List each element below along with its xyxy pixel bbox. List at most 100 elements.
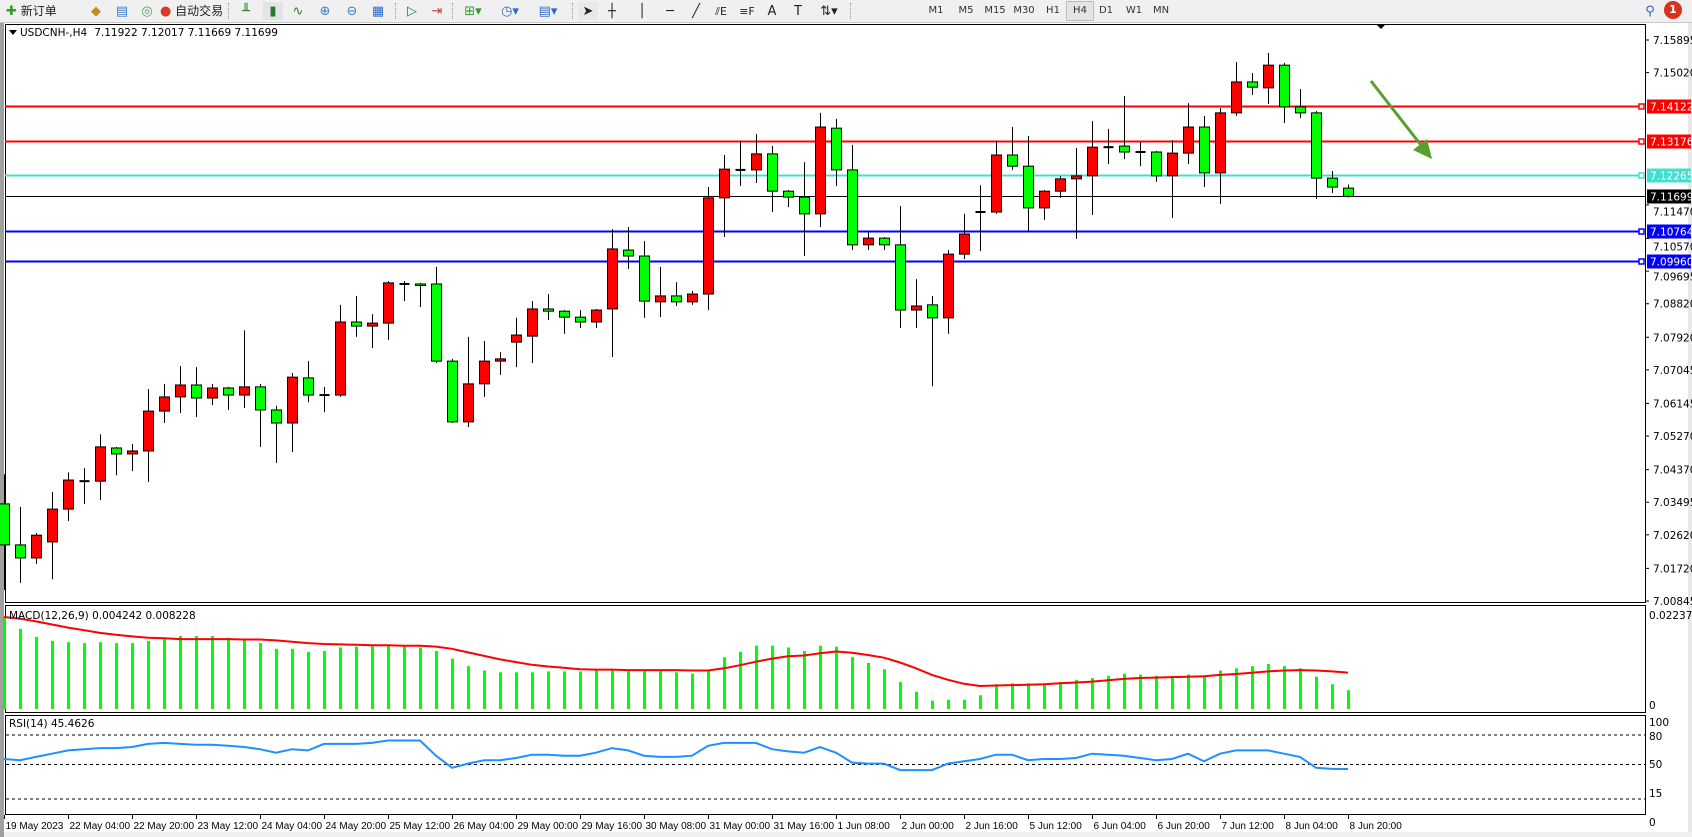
candle[interactable]	[1071, 147, 1082, 239]
candle[interactable]	[575, 310, 586, 328]
candle[interactable]	[63, 472, 74, 522]
candle[interactable]	[303, 361, 314, 403]
candle[interactable]	[463, 336, 474, 428]
text-label-tool[interactable]: T	[788, 2, 808, 20]
trendline-tool[interactable]: ╱	[686, 2, 706, 20]
candle[interactable]	[879, 237, 890, 251]
zoom-in-button[interactable]: ⊕	[315, 2, 335, 20]
level-handle-icon[interactable]	[1638, 258, 1645, 265]
candle[interactable]	[255, 383, 266, 447]
tile-windows-button[interactable]: ▦	[368, 2, 388, 20]
chart-shift-marker[interactable]	[1376, 24, 1386, 29]
candle[interactable]	[399, 280, 410, 302]
candle[interactable]	[511, 317, 522, 368]
timeframe-m15[interactable]: M15	[984, 5, 1006, 16]
candle[interactable]	[415, 282, 426, 308]
candle[interactable]	[991, 140, 1002, 214]
candle[interactable]	[287, 373, 298, 453]
candle[interactable]	[0, 474, 10, 591]
candle[interactable]	[127, 443, 138, 472]
candle[interactable]	[1279, 62, 1290, 123]
notification-icon[interactable]: 1	[1664, 1, 1682, 19]
navigator-button[interactable]: ▤	[112, 2, 132, 20]
candle[interactable]	[15, 506, 26, 583]
crosshair-tool[interactable]: ┼	[602, 2, 622, 20]
fibonacci-tool[interactable]: ≡F	[736, 2, 758, 20]
candle[interactable]	[911, 279, 922, 328]
candle[interactable]	[95, 434, 106, 501]
candle[interactable]	[159, 383, 170, 424]
level-handle-icon[interactable]	[1638, 103, 1645, 110]
candle[interactable]	[1231, 62, 1242, 116]
candle[interactable]	[591, 308, 602, 328]
candle[interactable]	[719, 154, 730, 238]
text-tool[interactable]: A	[762, 2, 782, 20]
candle[interactable]	[1135, 141, 1146, 167]
arrows-tool[interactable]: ⇅▾	[814, 2, 844, 20]
candle[interactable]	[1343, 184, 1354, 198]
candle[interactable]	[687, 291, 698, 305]
candle[interactable]	[863, 231, 874, 251]
candle[interactable]	[831, 118, 842, 186]
candle[interactable]	[271, 405, 282, 463]
candle[interactable]	[319, 386, 330, 413]
candle[interactable]	[239, 330, 250, 409]
candle[interactable]	[767, 146, 778, 213]
timeframe-m1[interactable]: M1	[928, 5, 944, 16]
candle[interactable]	[1215, 108, 1226, 204]
timeframe-mn[interactable]: MN	[1152, 5, 1170, 16]
timeframe-w1[interactable]: W1	[1125, 5, 1143, 16]
candle[interactable]	[1295, 89, 1306, 119]
level-handle-icon[interactable]	[1638, 228, 1645, 235]
candle[interactable]	[895, 206, 906, 328]
candle[interactable]	[815, 112, 826, 227]
candle[interactable]	[495, 352, 506, 375]
zoom-out-button[interactable]: ⊖	[342, 2, 362, 20]
candle[interactable]	[223, 386, 234, 410]
level-handle-icon[interactable]	[1638, 172, 1645, 179]
timeframe-h4[interactable]: H4	[1066, 1, 1094, 21]
candle[interactable]	[1087, 121, 1098, 216]
market-watch-button[interactable]: ◆	[86, 2, 106, 20]
horizontal-line-tool[interactable]: ─	[660, 2, 680, 20]
candle[interactable]	[1199, 115, 1210, 188]
auto-scroll-button[interactable]: ▷	[402, 2, 422, 20]
equidistant-channel-tool[interactable]: ⫽E	[710, 2, 732, 20]
indicators-button[interactable]: ⊞▾	[458, 2, 488, 20]
candle[interactable]	[1247, 72, 1258, 95]
candle[interactable]	[623, 226, 634, 270]
candle[interactable]	[639, 241, 650, 318]
templates-button[interactable]: ▤▾	[530, 2, 566, 20]
search-button[interactable]: ⚲	[1640, 2, 1660, 20]
bar-chart-button[interactable]: ╨	[236, 2, 256, 20]
candle[interactable]	[1023, 135, 1034, 233]
timeframe-m30[interactable]: M30	[1013, 5, 1035, 16]
candlestick-button[interactable]: ▮	[263, 2, 283, 20]
candle[interactable]	[1055, 175, 1066, 198]
chart-shift-button[interactable]: ⇥	[427, 2, 447, 20]
periods-button[interactable]: ◷▾	[495, 2, 525, 20]
candle[interactable]	[847, 144, 858, 251]
candle[interactable]	[1167, 140, 1178, 218]
candle[interactable]	[1183, 103, 1194, 164]
candle[interactable]	[351, 295, 362, 337]
candle[interactable]	[479, 341, 490, 397]
candle[interactable]	[431, 266, 442, 363]
candle[interactable]	[959, 213, 970, 259]
candle[interactable]	[1039, 190, 1050, 220]
candle[interactable]	[1311, 111, 1322, 199]
candle[interactable]	[1007, 127, 1018, 170]
candle[interactable]	[1327, 171, 1338, 194]
candle[interactable]	[143, 389, 154, 482]
candle[interactable]	[1263, 52, 1274, 104]
candle[interactable]	[1151, 150, 1162, 182]
candle[interactable]	[975, 185, 986, 252]
candle[interactable]	[31, 532, 42, 564]
level-handle-icon[interactable]	[1638, 138, 1645, 145]
timeframe-m5[interactable]: M5	[958, 5, 974, 16]
candle[interactable]	[335, 304, 346, 397]
candle[interactable]	[447, 358, 458, 424]
candle[interactable]	[191, 367, 202, 418]
candle[interactable]	[671, 282, 682, 306]
